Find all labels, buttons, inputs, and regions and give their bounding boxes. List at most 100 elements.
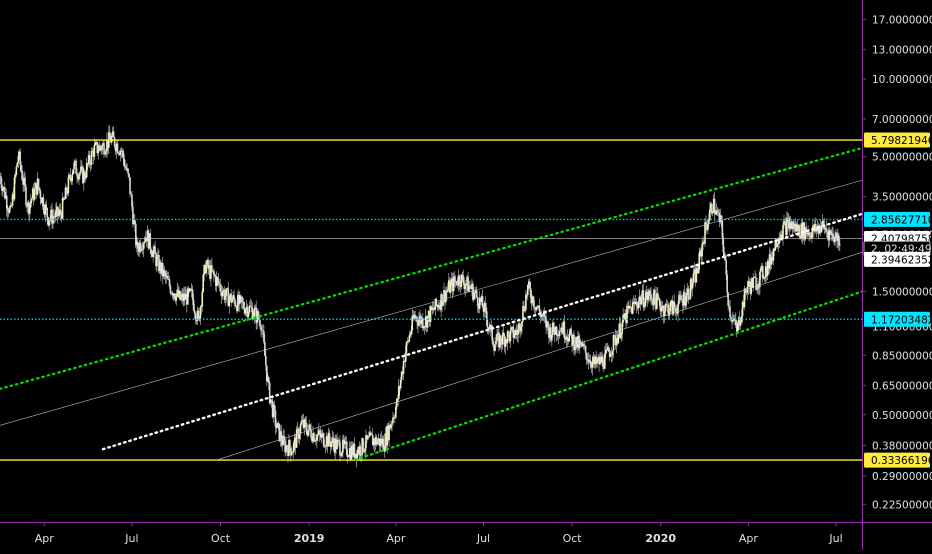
x-tick-label: Jul bbox=[124, 532, 138, 545]
candle-body bbox=[265, 355, 267, 366]
candle-body bbox=[818, 225, 821, 234]
candle-body bbox=[483, 303, 486, 312]
candle-body bbox=[321, 433, 324, 434]
candle-body bbox=[222, 289, 225, 293]
candle-body bbox=[547, 321, 549, 328]
candle-body bbox=[609, 354, 612, 357]
candle-body bbox=[110, 135, 113, 143]
candle-body bbox=[191, 289, 194, 300]
candle-body bbox=[528, 281, 531, 288]
channel-line-thin bbox=[0, 179, 863, 426]
candle-body bbox=[105, 150, 107, 154]
candle-body bbox=[210, 265, 212, 279]
candle-body bbox=[23, 177, 25, 185]
candle-body bbox=[40, 198, 43, 204]
candle-body bbox=[65, 187, 68, 194]
candle-body bbox=[114, 146, 117, 152]
candle-body bbox=[643, 306, 646, 308]
candle-body bbox=[245, 306, 248, 310]
candle-body bbox=[408, 335, 411, 342]
candle-body bbox=[580, 342, 583, 347]
candle-body bbox=[704, 222, 706, 244]
candle-body bbox=[625, 313, 627, 323]
candle-body bbox=[271, 400, 274, 418]
candle-body bbox=[242, 302, 245, 309]
candle-body bbox=[269, 399, 272, 404]
candle-body bbox=[658, 299, 661, 306]
candle-body bbox=[379, 438, 382, 446]
candle-body bbox=[86, 163, 89, 165]
candle-body bbox=[268, 382, 271, 404]
candle-body bbox=[233, 295, 235, 300]
candle-body bbox=[475, 290, 478, 298]
candle-body bbox=[489, 325, 492, 330]
candle-body bbox=[411, 315, 414, 331]
candle-body bbox=[192, 299, 195, 311]
candle-body bbox=[293, 437, 296, 443]
candle-body bbox=[694, 269, 697, 283]
time-scale-panel bbox=[0, 522, 932, 550]
candle-body bbox=[595, 356, 597, 364]
candle-body bbox=[371, 435, 374, 446]
candle-body bbox=[748, 281, 751, 286]
candle-body bbox=[781, 234, 783, 239]
candle-body bbox=[706, 226, 708, 230]
candle-body bbox=[183, 293, 185, 301]
candle-body bbox=[582, 343, 585, 347]
candle-body bbox=[4, 187, 6, 199]
candle-body bbox=[460, 274, 463, 287]
candle-body bbox=[175, 294, 178, 301]
candle-body bbox=[821, 220, 824, 227]
candle-body bbox=[173, 293, 176, 298]
candle-body bbox=[166, 276, 169, 280]
candle-body bbox=[276, 422, 279, 428]
candle-body bbox=[346, 454, 349, 457]
candle-body bbox=[123, 158, 126, 167]
candle-body bbox=[640, 298, 643, 305]
candle-body bbox=[589, 360, 592, 365]
candle-body bbox=[542, 313, 544, 317]
candle-body bbox=[650, 294, 652, 300]
candle-body bbox=[490, 325, 492, 326]
candle-body bbox=[562, 321, 565, 334]
candle-body bbox=[474, 290, 477, 293]
candle-body bbox=[151, 253, 153, 257]
candle-body bbox=[456, 284, 459, 286]
candle-body bbox=[384, 433, 387, 452]
price-tag-box bbox=[864, 251, 930, 267]
candle-body bbox=[117, 152, 120, 154]
candle-body bbox=[747, 281, 750, 287]
candle-body bbox=[614, 335, 617, 346]
candle-body bbox=[32, 188, 35, 200]
candle-body bbox=[95, 142, 98, 143]
candle-body bbox=[94, 142, 97, 146]
candle-body bbox=[815, 228, 818, 232]
candle-body bbox=[380, 438, 383, 445]
candle-body bbox=[735, 325, 738, 332]
candle-body bbox=[355, 453, 358, 460]
candle-body bbox=[344, 441, 346, 445]
candle-body bbox=[50, 209, 52, 219]
candle-body bbox=[820, 226, 823, 233]
candle-body bbox=[58, 209, 61, 214]
candle-body bbox=[27, 202, 29, 207]
candle-body bbox=[239, 295, 241, 304]
candle-body bbox=[112, 131, 115, 138]
candle-body bbox=[817, 225, 820, 234]
candle-body bbox=[225, 288, 228, 296]
candle-body bbox=[228, 298, 231, 307]
candle-body bbox=[425, 316, 428, 328]
candle-body bbox=[247, 312, 250, 317]
candle-body bbox=[213, 274, 216, 277]
candle-body bbox=[497, 332, 499, 334]
candle-body bbox=[570, 328, 572, 335]
candle-body bbox=[221, 292, 224, 297]
candle-body bbox=[473, 292, 475, 300]
candle-body bbox=[513, 335, 516, 338]
candle-body bbox=[66, 193, 69, 194]
candle-body bbox=[656, 293, 658, 309]
candle-body bbox=[21, 170, 23, 181]
candle-body bbox=[620, 333, 623, 338]
